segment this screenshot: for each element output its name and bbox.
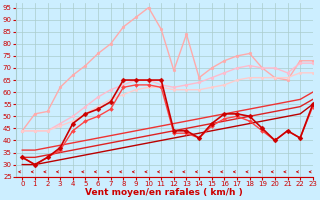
X-axis label: Vent moyen/en rafales ( km/h ): Vent moyen/en rafales ( km/h )	[85, 188, 243, 197]
